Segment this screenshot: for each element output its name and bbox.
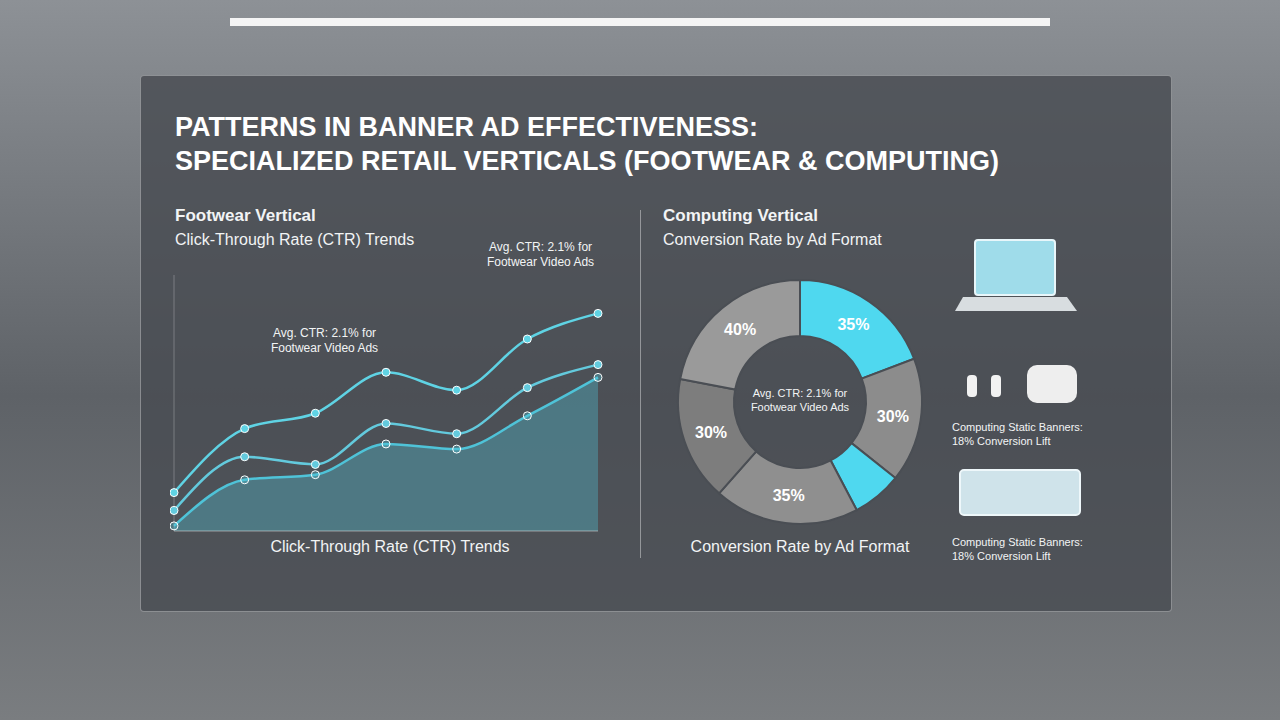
svg-text:35%: 35% [837,316,869,333]
svg-text:30%: 30% [877,408,909,425]
svg-text:30%: 30% [695,424,727,441]
html-text:Computing Static Banners: 18%: Computing Static Banners: 18% Conversion… [952,421,1083,447]
html-text:Avg. CTR: 2.1% for Footwear Vi: Avg. CTR: 2.1% for Footwear Video Ads [486,240,595,269]
svg-text:40%: 40% [724,321,756,338]
html-text:PATTERNS IN BANNER AD EFFECTIV: PATTERNS IN BANNER AD EFFECTIVENESS: [175,112,758,142]
html-text:Avg. CTR: 2.1% for Footwear Vi: Avg. CTR: 2.1% for Footwear Video Ads [750,387,850,413]
html-text:Conversion Rate by Ad Format: Conversion Rate by Ad Format [690,538,910,555]
html-text:Computing Static Banners: 18%: Computing Static Banners: 18% Conversion… [952,536,1083,562]
html-text:Avg. CTR: 2.1% for Footwear Vi: Avg. CTR: 2.1% for Footwear Video Ads [270,326,379,355]
html-text:Footwear Vertical: Footwear Vertical [175,206,316,225]
html-text:Click-Through Rate (CTR) Trend: Click-Through Rate (CTR) Trends [175,231,415,248]
html-text:Computing Vertical: Computing Vertical [663,206,818,225]
html-text:Click-Through Rate (CTR) Trend: Click-Through Rate (CTR) Trends [270,538,510,555]
svg-text:35%: 35% [773,487,805,504]
html-text:SPECIALIZED RETAIL VERTICALS (: SPECIALIZED RETAIL VERTICALS (FOOTWEAR &… [175,146,999,176]
html-text:Conversion Rate by Ad Format: Conversion Rate by Ad Format [663,231,882,248]
